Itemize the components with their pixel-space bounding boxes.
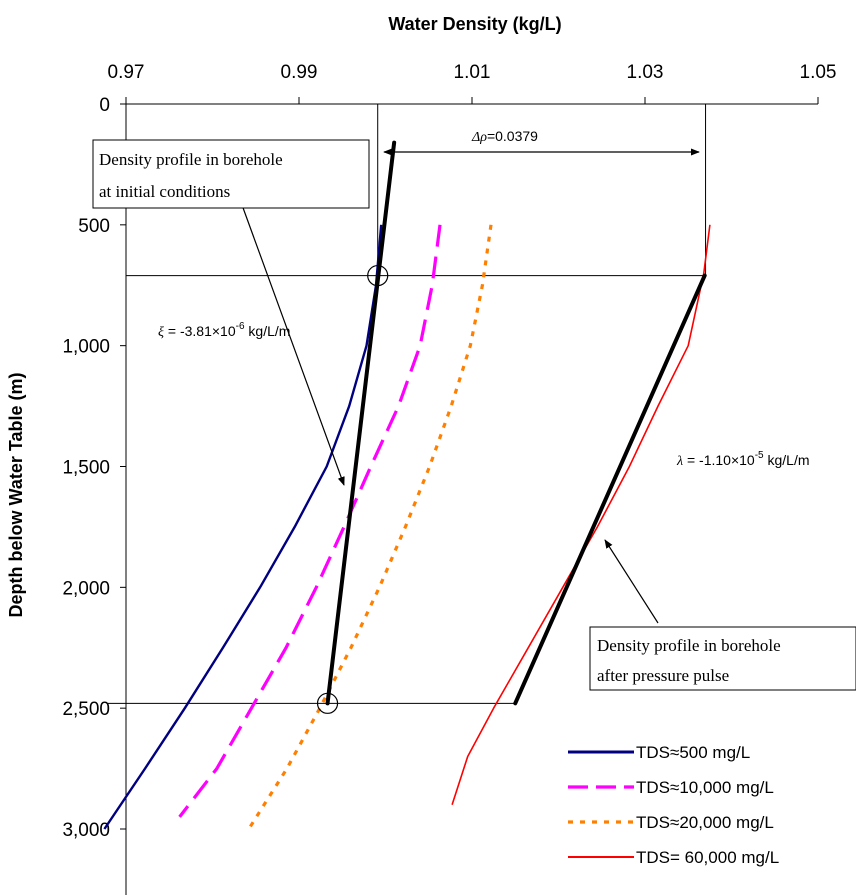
xi-suffix: kg/L/m — [245, 323, 291, 339]
y-tick-label: 1,000 — [62, 337, 110, 358]
delta-rho-value: =0.0379 — [487, 128, 538, 144]
legend-label-3: TDS≈20,000 mg/L — [636, 813, 774, 832]
annotation-box-initial: Density profile in borehole at initial c… — [92, 139, 370, 209]
y-tick-label: 0 — [99, 95, 110, 116]
box-initial-line-1: Density profile in borehole — [99, 150, 283, 169]
legend-label-2: TDS≈10,000 mg/L — [636, 778, 774, 797]
series-line-1 — [103, 224, 383, 830]
box-after-line-1: Density profile in borehole — [597, 636, 781, 655]
x-tick-label: 1.03 — [627, 62, 664, 83]
annotation-box-after: Density profile in borehole after pressu… — [589, 626, 856, 691]
series-line-4 — [451, 224, 711, 806]
lambda-symbol: λ — [676, 454, 683, 469]
lambda-exponent: -5 — [755, 450, 764, 461]
xi-exponent: -6 — [236, 321, 245, 332]
lambda-label: λ = -1.10×10-5 kg/L/m — [676, 450, 810, 469]
legend-label-1: TDS≈500 mg/L — [636, 743, 750, 762]
marker-layer — [316, 264, 389, 714]
lambda-suffix: kg/L/m — [764, 452, 810, 468]
y-tick-label: 2,000 — [62, 578, 110, 599]
x-tick-label: 0.97 — [108, 62, 145, 83]
y-tick-label: 1,500 — [62, 458, 110, 479]
callout-arrow-after — [604, 539, 659, 624]
x-tick-label: 0.99 — [281, 62, 318, 83]
box-initial-line-2: at initial conditions — [99, 182, 230, 201]
delta-rho-symbol: Δρ — [471, 130, 487, 145]
xi-label: ξ = -3.81×10-6 kg/L/m — [158, 321, 290, 340]
callout-arrow-initial — [241, 204, 345, 486]
point-marker — [367, 264, 389, 287]
series-layer — [103, 224, 711, 830]
x-ticks: 0.97 0.99 1.01 1.03 1.05 — [108, 62, 837, 104]
y-ticks: 0 500 1,000 1,500 2,000 2,500 3,000 — [62, 95, 126, 841]
box-after-line-2: after pressure pulse — [597, 666, 729, 685]
xi-symbol: ξ — [158, 325, 164, 340]
reference-lines — [108, 104, 707, 704]
y-axis-title: Depth below Water Table (m) — [6, 372, 26, 617]
profile-line-1 — [325, 140, 397, 706]
delta-rho-label: Δρ=0.0379 — [471, 128, 538, 145]
series-line-2 — [178, 224, 442, 818]
y-tick-label: 2,500 — [62, 699, 110, 720]
profile-layer — [325, 140, 707, 706]
series-line-3 — [247, 224, 493, 830]
y-tick-label: 3,000 — [62, 820, 110, 841]
point-marker — [316, 692, 339, 714]
profile-line-2 — [513, 273, 707, 706]
x-axis-title: Water Density (kg/L) — [388, 14, 561, 34]
legend-label-4: TDS= 60,000 mg/L — [636, 848, 779, 867]
legend: TDS≈500 mg/L TDS≈10,000 mg/L TDS≈20,000 mg… — [568, 743, 779, 867]
x-tick-label: 1.01 — [454, 62, 491, 83]
x-tick-label: 1.05 — [800, 62, 837, 83]
lambda-prefix: = -1.10×10 — [683, 452, 755, 468]
xi-prefix: = -3.81×10 — [164, 323, 236, 339]
y-tick-label: 500 — [78, 216, 110, 237]
